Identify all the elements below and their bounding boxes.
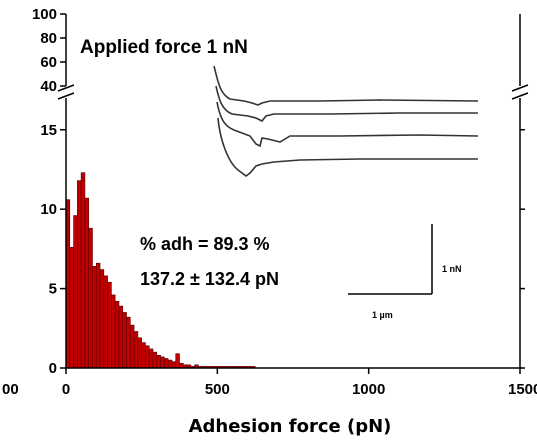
force-curves-inset bbox=[213, 65, 479, 177]
y-tick-label: 60 bbox=[40, 54, 57, 71]
adhesion-mean-label: 137.2 ± 132.4 pN bbox=[140, 269, 279, 289]
y-tick-label: 5 bbox=[49, 281, 57, 298]
right-edge-tick-label: 1500 bbox=[508, 381, 537, 398]
y-ticks-lower: 0 5 10 15 bbox=[40, 122, 525, 377]
applied-force-label: Applied force 1 nN bbox=[80, 37, 248, 58]
adhesion-percentage-label: % adh = 89.3 % bbox=[140, 234, 270, 254]
y-tick-label: 15 bbox=[40, 122, 57, 139]
force-curve bbox=[217, 117, 478, 177]
histogram-bar bbox=[95, 262, 101, 369]
histogram-bar bbox=[103, 275, 108, 369]
y-tick-label: 0 bbox=[49, 360, 57, 377]
x-tick-label: 0 bbox=[62, 381, 70, 398]
y-tick-label: 40 bbox=[40, 78, 57, 95]
histogram-bar bbox=[171, 361, 177, 369]
x-axis-label: Adhesion force (pN) bbox=[189, 416, 392, 437]
histogram-bar bbox=[148, 348, 154, 369]
histogram-bar bbox=[118, 305, 124, 369]
histogram-bar bbox=[73, 215, 78, 369]
histogram-bar bbox=[175, 353, 180, 369]
axis-break-marks bbox=[57, 84, 529, 100]
x-tick-label: 1000 bbox=[352, 381, 385, 398]
left-edge-tick-label: 00 bbox=[2, 381, 19, 398]
scale-bars bbox=[348, 224, 433, 295]
histogram-bar bbox=[160, 356, 165, 369]
histogram-bar bbox=[137, 337, 142, 369]
histogram-bar bbox=[114, 300, 120, 369]
force-curve bbox=[215, 85, 478, 123]
scale-distance-label: 1 µm bbox=[372, 310, 393, 320]
y-tick-label: 10 bbox=[40, 201, 57, 218]
histogram-bar bbox=[133, 331, 139, 369]
histogram-bar bbox=[156, 354, 161, 369]
histogram-bar bbox=[111, 294, 116, 369]
axis-break-mark bbox=[57, 92, 75, 100]
histogram-bars bbox=[65, 172, 256, 369]
histogram-bar bbox=[130, 324, 135, 369]
force-curve bbox=[216, 101, 479, 148]
axes-frame bbox=[65, 14, 521, 369]
histogram-bar bbox=[122, 312, 127, 369]
histogram-bar bbox=[77, 180, 82, 369]
histogram-bar bbox=[99, 269, 105, 369]
histogram-bar bbox=[80, 172, 86, 369]
histogram-bar bbox=[69, 246, 74, 369]
histogram-bar bbox=[145, 345, 150, 369]
histogram-bar bbox=[126, 316, 131, 369]
histogram-bar bbox=[84, 197, 89, 369]
histogram-bar bbox=[141, 342, 146, 369]
y-ticks-upper: 40 60 80 100 bbox=[32, 6, 66, 95]
histogram-bar bbox=[107, 281, 112, 369]
force-curve bbox=[213, 65, 479, 106]
y-tick-label: 80 bbox=[40, 30, 57, 47]
scale-force-label: 1 nN bbox=[442, 264, 462, 274]
axis-break-mark bbox=[57, 84, 75, 92]
x-ticks: 0 500 1000 bbox=[62, 368, 521, 398]
histogram-bar bbox=[164, 358, 169, 369]
histogram-bar bbox=[152, 351, 158, 369]
histogram-bar bbox=[167, 359, 173, 369]
y-tick-label: 100 bbox=[32, 6, 57, 23]
x-tick-label: 500 bbox=[205, 381, 230, 398]
histogram-bar bbox=[88, 227, 93, 369]
axis-break-mark bbox=[511, 92, 529, 100]
axis-break-mark bbox=[511, 84, 529, 92]
histogram-bar bbox=[92, 266, 97, 369]
